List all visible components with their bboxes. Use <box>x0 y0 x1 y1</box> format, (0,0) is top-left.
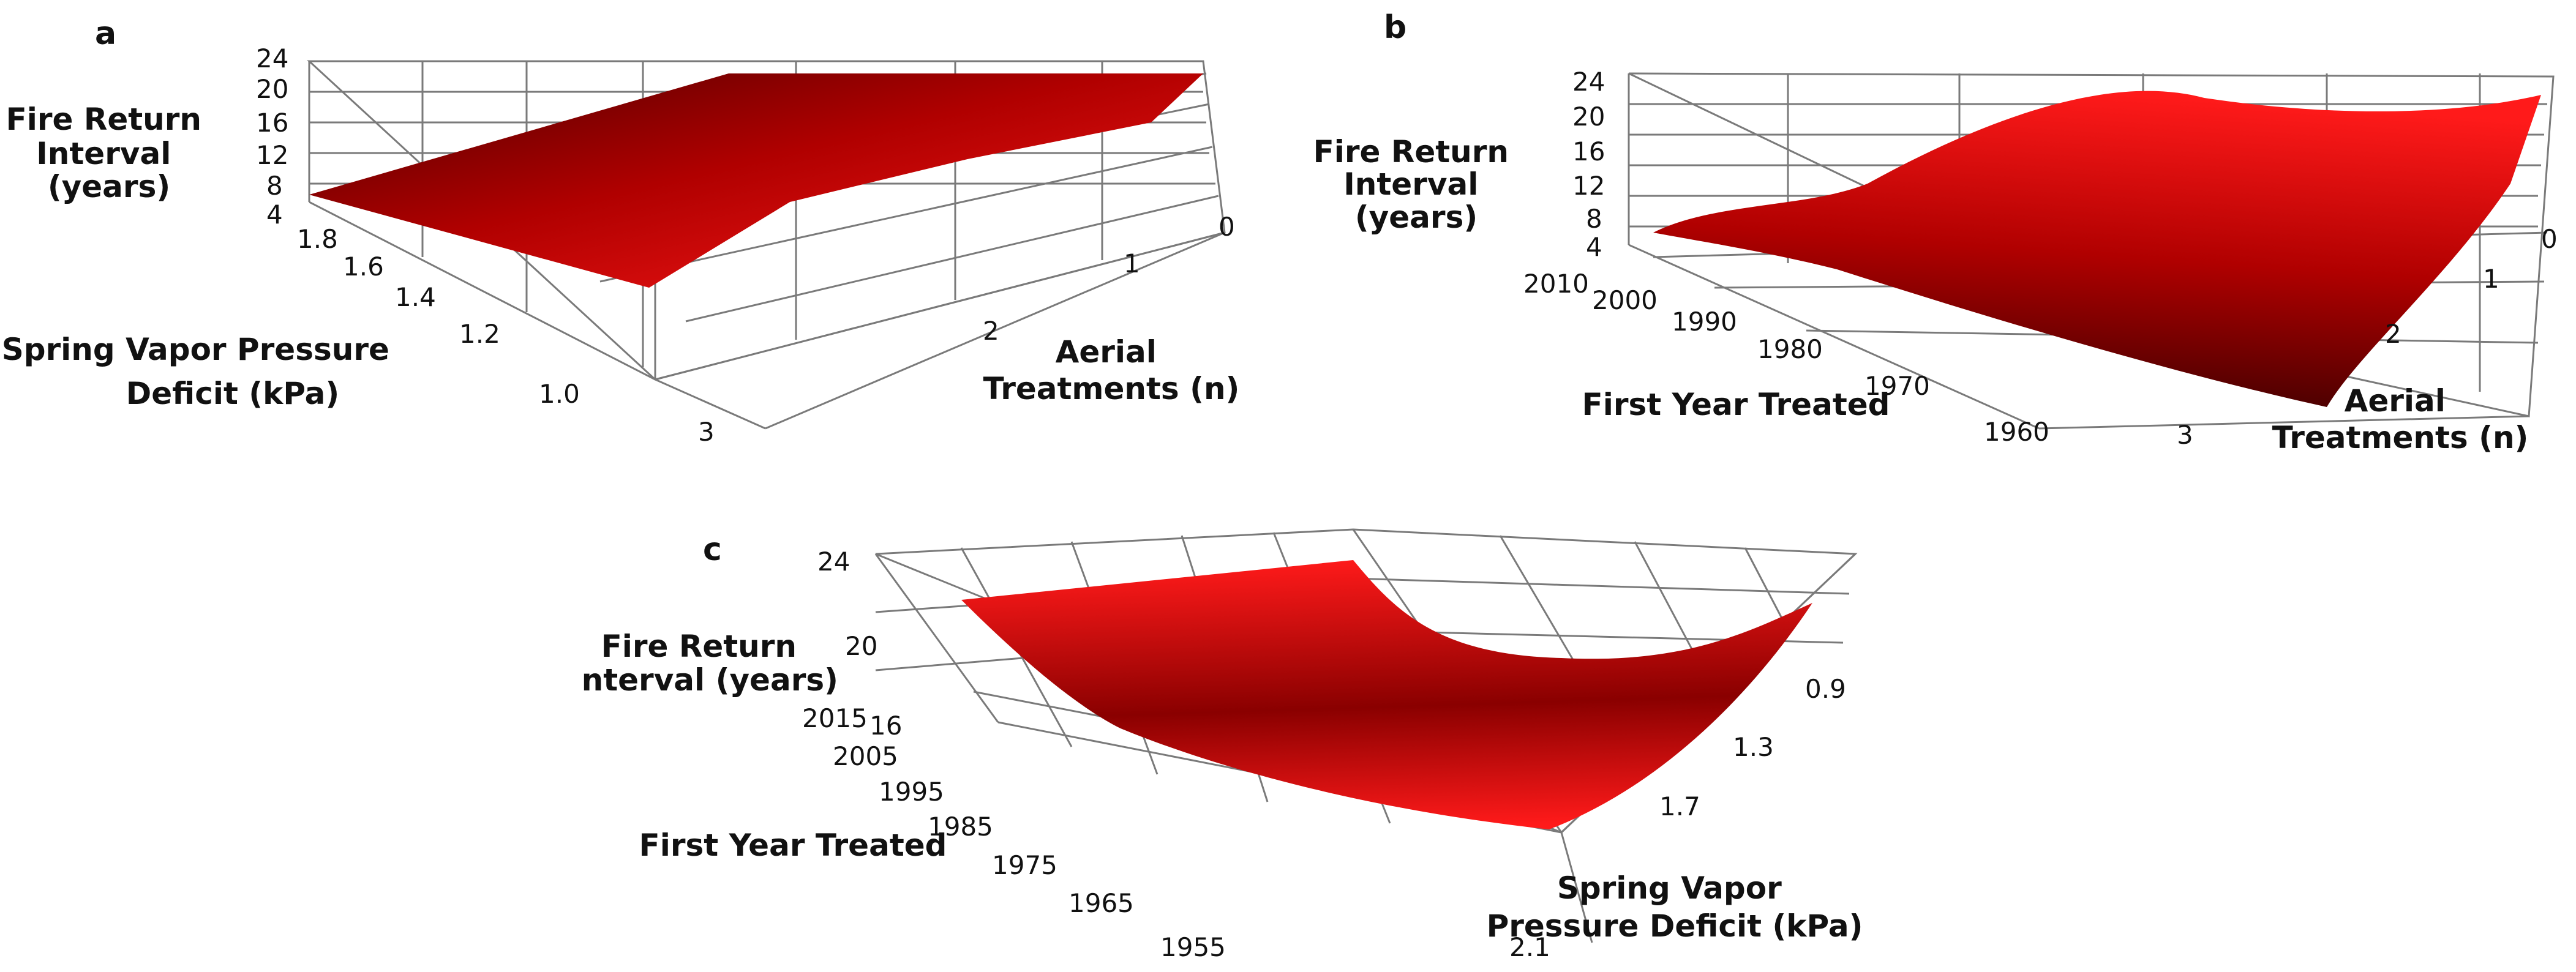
svg-text:1965: 1965 <box>1068 888 1134 918</box>
svg-text:2.1: 2.1 <box>1509 932 1550 962</box>
surface-b <box>1653 91 2541 407</box>
svg-text:16: 16 <box>869 711 902 741</box>
svg-text:1985: 1985 <box>928 812 993 842</box>
svg-text:1: 1 <box>2483 264 2499 294</box>
svg-text:1.4: 1.4 <box>395 282 436 312</box>
svg-text:0: 0 <box>1219 212 1235 242</box>
x-ticks-c: 2015 2005 1995 1985 1975 1965 1955 <box>802 703 1226 962</box>
svg-text:8: 8 <box>1586 204 1602 234</box>
y-label-a: Aerial Treatments (n) <box>983 334 1240 406</box>
svg-text:1980: 1980 <box>1757 334 1823 364</box>
svg-text:1960: 1960 <box>1984 417 2049 447</box>
svg-text:1: 1 <box>1124 249 1140 279</box>
svg-text:2000: 2000 <box>1592 285 1658 315</box>
svg-text:12: 12 <box>1572 171 1605 201</box>
svg-text:0.9: 0.9 <box>1805 674 1846 704</box>
z-ticks-b: 24 20 16 12 8 4 <box>1572 67 1605 262</box>
x-ticks-a: 1.8 1.6 1.4 1.2 1.0 <box>297 224 580 409</box>
svg-text:1.3: 1.3 <box>1733 732 1774 762</box>
surface-a <box>309 73 1203 288</box>
svg-text:24: 24 <box>817 547 850 577</box>
svg-text:20: 20 <box>845 631 877 661</box>
svg-text:1995: 1995 <box>879 777 944 807</box>
panel-b: b 24 20 16 12 8 4 <box>1286 0 2576 477</box>
svg-text:2005: 2005 <box>833 741 898 771</box>
svg-text:1955: 1955 <box>1160 932 1226 962</box>
svg-text:0: 0 <box>2541 224 2558 254</box>
y-ticks-a: 0 1 2 3 <box>698 212 1235 447</box>
y-label-c: Spring Vapor Pressure Deficit (kPa) <box>1487 870 1863 944</box>
x-label-b: First Year Treated <box>1582 387 1890 422</box>
panel-label-b: b <box>1384 9 1406 46</box>
svg-text:2015: 2015 <box>802 703 868 733</box>
panel-label-a: a <box>95 15 116 52</box>
svg-text:20: 20 <box>256 74 288 104</box>
chart-c-svg: c 24 20 16 2015 <box>570 528 1863 962</box>
svg-text:1.2: 1.2 <box>459 319 500 349</box>
svg-text:16: 16 <box>256 108 288 138</box>
svg-text:1.8: 1.8 <box>297 224 338 254</box>
y-ticks-b: 0 1 2 3 <box>2177 224 2558 450</box>
svg-text:2: 2 <box>2385 319 2401 349</box>
svg-text:16: 16 <box>1572 136 1605 166</box>
svg-text:2: 2 <box>983 316 999 346</box>
svg-text:1.0: 1.0 <box>539 379 580 409</box>
surface-c <box>961 560 1812 829</box>
z-label-c: Fire Return Interval (years) <box>582 629 838 698</box>
svg-text:20: 20 <box>1572 102 1605 132</box>
svg-text:8: 8 <box>266 171 283 201</box>
svg-text:12: 12 <box>256 140 288 170</box>
svg-text:3: 3 <box>2177 420 2193 450</box>
panel-label-c: c <box>703 531 722 568</box>
svg-text:4: 4 <box>1586 232 1602 262</box>
panel-c: c 24 20 16 2015 <box>570 502 1929 970</box>
chart-a-svg: a 24 20 16 <box>2 15 1240 447</box>
chart-b-svg: b 24 20 16 12 8 4 <box>1313 9 2558 455</box>
svg-text:1990: 1990 <box>1672 307 1737 337</box>
svg-text:1.6: 1.6 <box>343 252 384 282</box>
panel-a: a 24 20 16 <box>0 0 1286 477</box>
z-ticks-a: 24 20 16 12 8 4 <box>256 43 288 230</box>
svg-text:24: 24 <box>256 43 288 73</box>
svg-text:1970: 1970 <box>1864 371 1930 401</box>
x-label-a: Spring Vapor Pressure Deficit (kPa) <box>2 332 400 411</box>
x-label-c: First Year Treated <box>639 828 947 863</box>
z-label-a: Fire Return Interval (years) <box>6 102 212 204</box>
x-ticks-b: 2010 2000 1990 1980 1970 1960 <box>1523 269 2049 447</box>
z-label-b: Fire Return Interval (years) <box>1313 134 1520 235</box>
svg-text:24: 24 <box>1572 67 1605 97</box>
y-ticks-c: 0.9 1.3 1.7 2.1 <box>1509 674 1846 962</box>
svg-text:4: 4 <box>266 200 283 230</box>
svg-text:3: 3 <box>698 417 715 447</box>
z-ticks-c: 24 20 16 <box>817 547 902 741</box>
svg-text:2010: 2010 <box>1523 269 1589 299</box>
y-label-b: Aerial Treatments (n) <box>2272 383 2529 455</box>
svg-text:1975: 1975 <box>992 850 1057 880</box>
svg-text:1.7: 1.7 <box>1659 791 1700 821</box>
